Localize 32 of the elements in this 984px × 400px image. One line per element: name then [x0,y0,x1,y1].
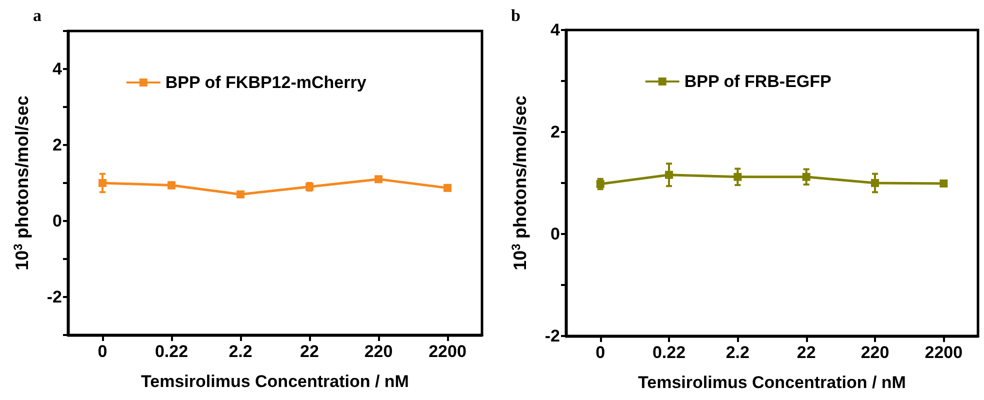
legend-label: BPP of FKBP12-mCherry [165,73,367,92]
x-tick-label: 2.2 [228,342,252,361]
y-tick-label: -2 [46,288,62,306]
x-tick-label: 0 [596,343,606,362]
y-axis-title: 103 photons/mol/sec [509,96,530,270]
y-tick-label: -2 [544,326,560,346]
x-tick-label: 2.2 [726,343,750,362]
y-tick-label: 2 [550,122,560,142]
point [98,179,106,187]
x-tick-label: 220 [364,342,393,361]
x-tick-label: 0 [98,342,108,361]
x-tick-label: 0.22 [154,342,188,361]
x-tick-label: 22 [300,342,319,361]
x-axis-title: Temsirolimus Concentration / nM [638,373,906,392]
x-tick-label: 2200 [924,343,963,362]
x-tick-label: 220 [860,343,890,362]
legend-label: BPP of FRB-EGFP [684,72,832,91]
x-tick-label: 0.22 [652,343,686,362]
y-tick-label: 0 [52,212,62,230]
x-tick-label: 2200 [428,342,466,361]
chart-title: b [511,6,520,25]
point [444,184,452,192]
chart-title: a [33,6,42,25]
y-tick-label: 4 [52,60,63,78]
y-tick-label: 2 [52,136,62,154]
y-tick-label: 4 [550,20,561,40]
x-tick-label: 22 [796,343,816,362]
point [374,175,382,184]
y-axis-title: 103 photons/mol/sec [11,96,32,270]
point [236,190,244,198]
y-tick-label: 0 [550,224,560,244]
x-axis-title: Temsirolimus Concentration / nM [141,372,409,391]
